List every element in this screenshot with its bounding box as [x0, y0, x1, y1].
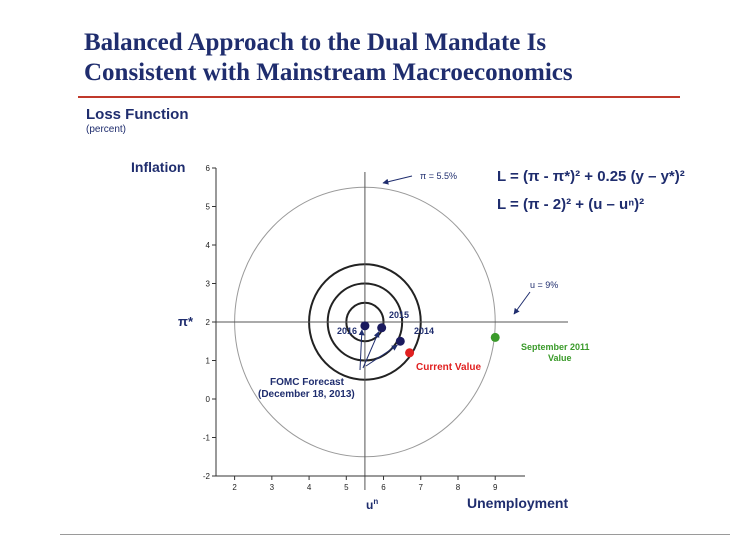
- title-divider: [78, 96, 680, 98]
- x-tick-label: 6: [381, 483, 386, 492]
- y-tick-label: -1: [203, 434, 211, 443]
- chart-unit: (percent): [86, 124, 127, 135]
- footer-divider: [60, 534, 730, 535]
- label-2014: 2014: [414, 326, 434, 336]
- page-title: Balanced Approach to the Dual Mandate Is…: [84, 28, 724, 88]
- u-arrow: [513, 291, 531, 315]
- x-tick-label: 5: [344, 483, 349, 492]
- u-level-label: u = 9%: [530, 280, 558, 290]
- chart-subtitle: Loss Function: [86, 106, 189, 123]
- x-tick-label: 7: [419, 483, 424, 492]
- y-tick-label: 3: [206, 280, 211, 289]
- loss-equation-2: L = (π - 2)² + (u – uⁿ)²: [497, 196, 644, 213]
- label-september-2011-line2: Value: [548, 353, 572, 363]
- x-tick-label: 3: [270, 483, 275, 492]
- point-2014: [395, 336, 405, 346]
- label-2016: 2016: [337, 326, 357, 336]
- point-september-2011: [490, 332, 500, 342]
- y-axis-label: Inflation: [131, 159, 185, 175]
- u-star-label: un: [366, 497, 378, 512]
- forecast-label-line2: (December 18, 2013): [258, 389, 355, 400]
- y-tick-label: 4: [206, 241, 211, 250]
- x-tick-label: 2: [232, 483, 237, 492]
- title-line-2: Consistent with Mainstream Macroeconomic…: [84, 59, 573, 86]
- label-current-value: Current Value: [416, 362, 481, 373]
- forecast-arrow: [358, 329, 365, 371]
- title-line-1: Balanced Approach to the Dual Mandate Is: [84, 29, 547, 56]
- forecast-arrow: [362, 331, 380, 369]
- x-tick-label: 4: [307, 483, 312, 492]
- pi-star-label: π*: [178, 314, 194, 329]
- x-tick-label: 9: [493, 483, 498, 492]
- pi-arrow: [382, 175, 413, 185]
- y-tick-label: 2: [206, 318, 211, 327]
- forecast-arrow: [365, 344, 398, 367]
- point-2015: [377, 323, 387, 333]
- y-tick-label: 6: [206, 164, 211, 173]
- pi-level-label: π = 5.5%: [420, 171, 457, 181]
- y-tick-label: 0: [206, 395, 211, 404]
- label-2015: 2015: [389, 310, 409, 320]
- loss-equation-1: L = (π - π*)² + 0.25 (y – y*)²: [497, 168, 685, 185]
- y-tick-label: 1: [206, 357, 211, 366]
- point-2016: [360, 321, 370, 331]
- y-tick-label: 5: [206, 203, 211, 212]
- y-tick-label: -2: [203, 472, 211, 481]
- label-september-2011-line1: September 2011: [521, 342, 590, 352]
- point-current-value: [405, 348, 415, 358]
- x-axis-label: Unemployment: [467, 495, 568, 511]
- x-tick-label: 8: [456, 483, 461, 492]
- forecast-label-line1: FOMC Forecast: [270, 377, 345, 388]
